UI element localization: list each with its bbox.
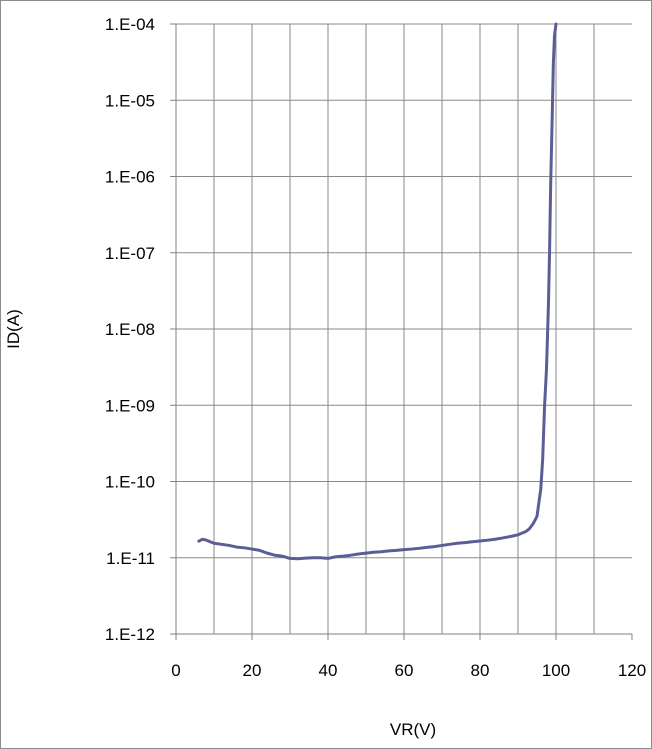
x-tick-labels: 0 20 40 60 80 100 120 xyxy=(171,661,646,680)
y-tick-label: 1.E-08 xyxy=(105,320,155,339)
axes xyxy=(170,23,633,640)
y-tick-label: 1.E-09 xyxy=(105,396,155,415)
y-tick-label: 1.E-10 xyxy=(105,473,155,492)
series-line-id xyxy=(197,22,558,561)
y-tick-label: 1.E-12 xyxy=(105,625,155,644)
x-tick-label: 120 xyxy=(618,661,646,680)
grid-lines xyxy=(176,23,632,634)
x-tick-label: 80 xyxy=(471,661,490,680)
x-axis-title: VR(V) xyxy=(390,720,436,739)
y-tick-label: 1.E-11 xyxy=(106,549,155,568)
y-axis-title: ID(A) xyxy=(4,309,23,349)
y-tick-label: 1.E-06 xyxy=(105,168,155,187)
x-tick-label: 100 xyxy=(542,661,570,680)
x-tick-label: 60 xyxy=(395,661,414,680)
x-tick-label: 20 xyxy=(243,661,262,680)
y-tick-label: 1.E-07 xyxy=(105,244,155,263)
x-tick-label: 0 xyxy=(171,661,180,680)
x-tick-label: 40 xyxy=(319,661,338,680)
y-tick-label: 1.E-05 xyxy=(105,91,155,110)
y-tick-label: 1.E-04 xyxy=(105,15,155,34)
y-tick-labels: 1.E-12 1.E-11 1.E-10 1.E-09 1.E-08 1.E-07 1.E-… xyxy=(105,15,155,644)
